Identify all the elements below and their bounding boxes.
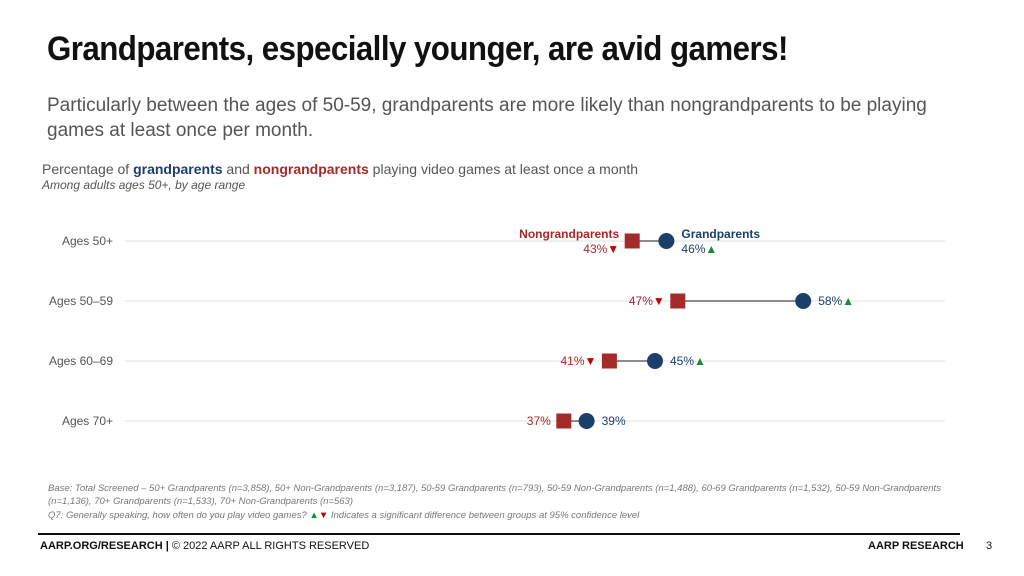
grandparents-marker	[578, 413, 595, 429]
nongrandparents-marker	[601, 353, 617, 369]
footer-brand: AARP RESEARCH	[868, 540, 964, 552]
category-label: Ages 50–59	[49, 294, 113, 308]
nongrandparents-value: 43%▼	[583, 242, 619, 256]
question-text: Q7: Generally speaking, how often do you…	[48, 510, 307, 521]
nongrandparents-legend: Nongrandparents	[519, 227, 619, 241]
page-number: 3	[986, 540, 993, 552]
category-label: Ages 60–69	[49, 354, 113, 368]
chart-title-prefix: Percentage of	[42, 161, 134, 177]
chart-title-suffix: playing video games at least once a mont…	[368, 161, 639, 177]
down-arrow-icon: ▼	[318, 510, 329, 521]
chart-title-nongrandparents: nongrandparents	[253, 161, 369, 177]
nongrandparents-marker	[556, 413, 572, 429]
category-label: Ages 70+	[62, 414, 113, 428]
nongrandparents-marker	[670, 293, 686, 309]
grandparents-marker	[658, 233, 675, 249]
significance-note: Indicates a significant difference betwe…	[328, 510, 640, 521]
base-note: Base: Total Screened – 50+ Grandparents …	[48, 483, 941, 507]
footer-copyright: AARP.ORG/RESEARCH | © 2022 AARP ALL RIGH…	[40, 540, 369, 552]
grandparents-value: 46%▲	[681, 242, 717, 256]
footer-divider	[38, 533, 960, 535]
dumbbell-chart: Ages 50+ Nongrandparents Grandparents 43%▼ 4…	[49, 227, 945, 429]
chart-title-grandparents: grandparents	[133, 161, 223, 177]
nongrandparents-value: 47%▼	[629, 294, 665, 308]
footer-rights: © 2022 AARP ALL RIGHTS RESERVED	[168, 540, 370, 552]
grandparents-marker	[795, 293, 812, 309]
category-label: Ages 50+	[62, 234, 113, 248]
slide-title: Grandparents, especially younger, are av…	[47, 30, 788, 68]
nongrandparents-value: 41%▼	[560, 354, 596, 368]
grandparents-value: 58%▲	[818, 294, 854, 308]
chart-subtitle: Among adults ages 50+, by age range	[42, 178, 246, 192]
grandparents-value: 45%▲	[670, 354, 706, 368]
nongrandparents-value: 37%	[527, 414, 551, 428]
grandparents-value: 39%	[602, 414, 626, 428]
footer-link[interactable]: AARP.ORG/RESEARCH |	[40, 540, 169, 552]
question-note: Q7: Generally speaking, how often do you…	[48, 510, 639, 521]
chart-title-and: and	[222, 161, 254, 177]
grandparents-marker	[647, 353, 663, 369]
up-arrow-icon: ▲	[309, 510, 319, 521]
slide-subtitle: Particularly between the ages of 50-59, …	[47, 95, 927, 141]
nongrandparents-marker	[624, 233, 640, 249]
chart-title: Percentage of grandparents and nongrandp…	[42, 161, 638, 177]
grandparents-legend: Grandparents	[681, 227, 760, 241]
